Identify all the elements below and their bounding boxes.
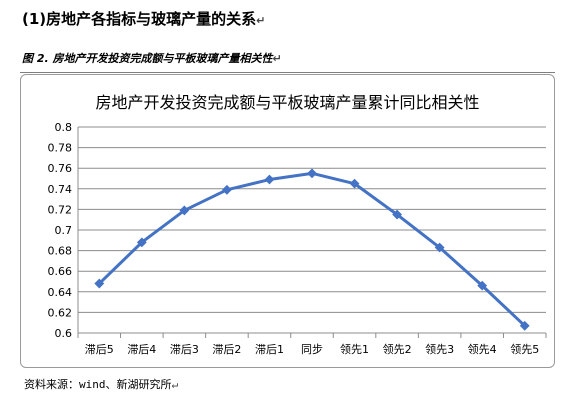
- data-point: [94, 278, 105, 289]
- y-tick-label: 0.78: [48, 142, 73, 155]
- data-point: [264, 174, 275, 185]
- series-line: [98, 171, 526, 327]
- y-tick-label: 0.72: [48, 203, 73, 216]
- data-point: [222, 184, 232, 195]
- section-heading-text: (1)房地产各指标与玻璃产量的关系: [22, 10, 257, 28]
- x-tick-label: 领先1: [340, 343, 369, 356]
- x-tick-label: 领先4: [468, 343, 497, 356]
- y-tick-label: 0.62: [48, 306, 73, 319]
- return-mark-icon: ↵: [256, 14, 266, 27]
- y-tick-label: 0.8: [55, 121, 73, 134]
- y-tick-label: 0.76: [48, 162, 73, 175]
- data-point: [477, 280, 488, 291]
- return-mark-icon: ↵: [171, 378, 179, 391]
- y-tick-label: 0.7: [55, 224, 73, 237]
- x-tick-label: 滞后2: [212, 343, 241, 356]
- caption-divider: [20, 72, 555, 73]
- data-point: [179, 205, 190, 216]
- y-tick-label: 0.6: [55, 327, 73, 340]
- x-tick-label: 滞后4: [127, 343, 156, 356]
- data-point: [434, 242, 445, 253]
- return-mark-icon: ↵: [272, 52, 282, 65]
- x-tick-label: 领先2: [383, 343, 412, 356]
- x-tick-label: 滞后1: [255, 343, 284, 356]
- x-tick-label: 领先5: [510, 343, 539, 356]
- data-point: [349, 178, 360, 189]
- data-point: [136, 237, 147, 248]
- y-tick-label: 0.68: [48, 245, 73, 258]
- x-tick-label: 同步: [301, 343, 323, 356]
- source-note: 资料来源：wind、新湖研究所↵: [24, 376, 178, 392]
- y-tick-label: 0.64: [48, 286, 73, 299]
- data-point: [519, 320, 530, 331]
- data-point: [307, 168, 317, 179]
- figure-caption-text: 图 2. 房地产开发投资完成额与平板玻璃产量相关性: [22, 52, 273, 65]
- data-point: [392, 209, 402, 220]
- chart-frame: 房地产开发投资完成额与平板玻璃产量累计同比相关性 0.6 0.62 0.64 0.66…: [20, 74, 555, 368]
- y-tick-label: 0.74: [48, 183, 73, 196]
- chart-title: 房地产开发投资完成额与平板玻璃产量累计同比相关性: [95, 93, 480, 112]
- source-note-text: 资料来源：wind、新湖研究所: [24, 378, 172, 391]
- y-tick-label: 0.66: [48, 265, 73, 278]
- x-tick-label: 滞后3: [170, 343, 199, 356]
- x-tick-label: 领先3: [425, 343, 454, 356]
- section-heading: (1)房地产各指标与玻璃产量的关系↵: [22, 8, 265, 29]
- line-chart: 0.6 0.62 0.64 0.66 0.68 0.7 0.72 0.74 0.76 0.78 0.…: [48, 121, 547, 356]
- x-tick-label: 滞后5: [85, 343, 114, 356]
- figure-caption: 图 2. 房地产开发投资完成额与平板玻璃产量相关性↵: [22, 50, 282, 66]
